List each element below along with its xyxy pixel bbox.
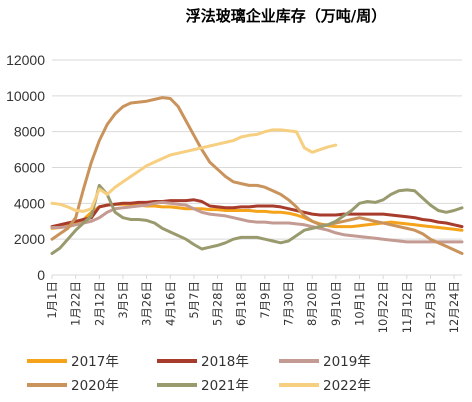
series-lines bbox=[50, 96, 464, 255]
legend-label: 2020年 bbox=[71, 378, 119, 394]
x-axis-ticks: 1月1日 1月22日 2月12日 3月5日 3月26日 4月16日 5月7日 5月28日 6月1… bbox=[45, 275, 461, 333]
y-tick-label: 8000 bbox=[14, 124, 45, 140]
x-tick-label: 2月12日 bbox=[92, 281, 106, 326]
series-line-1 bbox=[50, 198, 464, 229]
y-tick-label: 6000 bbox=[14, 160, 45, 176]
x-tick-label: 8月20日 bbox=[305, 281, 319, 326]
x-tick-label: 5月28日 bbox=[211, 281, 225, 326]
series-line-3 bbox=[50, 96, 464, 255]
x-tick-label: 1月1日 bbox=[45, 281, 59, 319]
legend-label: 2021年 bbox=[201, 378, 249, 394]
x-tick-label: 4月16日 bbox=[163, 281, 177, 326]
legend-label: 2018年 bbox=[201, 354, 249, 370]
x-tick-label: 12月3日 bbox=[423, 281, 437, 326]
x-tick-label: 9月10日 bbox=[329, 281, 343, 326]
x-tick-label: 3月26日 bbox=[140, 281, 154, 326]
y-tick-label: 12000 bbox=[6, 52, 45, 68]
x-tick-label: 11月12日 bbox=[400, 281, 414, 333]
x-tick-label: 1月22日 bbox=[69, 281, 83, 326]
x-tick-label: 7月30日 bbox=[282, 281, 296, 326]
y-axis-ticks: 0 2000 4000 6000 8000 10000 12000 bbox=[6, 52, 45, 283]
y-tick-label: 0 bbox=[37, 267, 45, 283]
series-line-5 bbox=[50, 128, 338, 213]
legend-label: 2019年 bbox=[323, 354, 371, 370]
gridlines bbox=[52, 59, 462, 276]
x-tick-label: 6月18日 bbox=[234, 281, 248, 326]
chart-title: 浮法玻璃企业库存（万吨/周） bbox=[186, 7, 386, 25]
x-tick-label: 10月1日 bbox=[353, 281, 367, 326]
x-tick-label: 7月9日 bbox=[258, 281, 272, 319]
x-tick-label: 10月22日 bbox=[376, 281, 390, 333]
series-line-2 bbox=[50, 200, 464, 244]
x-tick-label: 12月24日 bbox=[447, 281, 461, 333]
y-tick-label: 10000 bbox=[6, 88, 45, 104]
y-tick-label: 4000 bbox=[14, 195, 45, 211]
series-line-4 bbox=[50, 183, 464, 255]
legend-label: 2017年 bbox=[71, 354, 119, 370]
y-tick-label: 2000 bbox=[14, 231, 45, 247]
legend: 2017年 2018年 2019年 2020年 2021年 2022年 bbox=[27, 354, 371, 394]
x-tick-label: 3月5日 bbox=[116, 281, 130, 319]
x-tick-label: 5月7日 bbox=[187, 281, 201, 319]
legend-label: 2022年 bbox=[323, 378, 371, 394]
